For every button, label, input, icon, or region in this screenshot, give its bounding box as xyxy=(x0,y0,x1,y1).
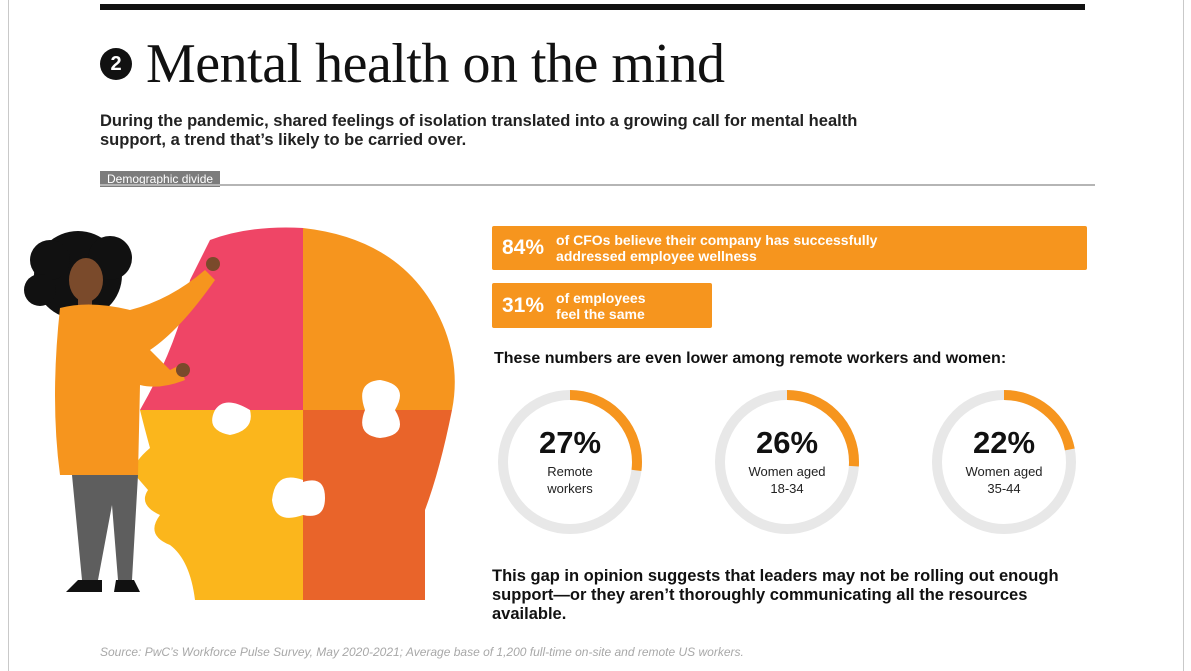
source-note: Source: PwC’s Workforce Pulse Survey, Ma… xyxy=(100,645,744,659)
puzzle-piece-orange xyxy=(303,228,455,410)
puzzle-piece-dark-orange xyxy=(303,410,452,600)
ring-value: 22% xyxy=(972,425,1036,460)
frame-border-left xyxy=(8,0,9,671)
stat-description-line: addressed employee wellness xyxy=(556,248,757,264)
subtitle: During the pandemic, shared feelings of … xyxy=(100,112,858,149)
conclusion-text: This gap in opinion suggests that leader… xyxy=(492,567,1059,623)
ring-label-line: Remote xyxy=(547,464,593,479)
title-row: 2 Mental health on the mind xyxy=(100,32,725,96)
stat-description: of CFOs believe their company has succes… xyxy=(556,232,877,264)
ring-fill xyxy=(932,390,1076,534)
stat-description-line: of employees xyxy=(556,289,646,306)
puzzle-piece-yellow xyxy=(134,410,303,600)
stat-description: of employees feel the same xyxy=(556,290,645,322)
ring-value: 26% xyxy=(755,425,819,460)
stat-box-cfos: 84% of CFOs believe their company has su… xyxy=(492,226,1087,270)
ring-fill xyxy=(715,390,859,534)
ring-label-line: workers xyxy=(547,481,593,496)
ring-label-line: 18-34 xyxy=(770,481,804,496)
ring-gauge xyxy=(715,390,859,534)
stat-box-employees: 31% of employees feel the same xyxy=(492,283,712,328)
ring-women-35-44: 22% Women aged 35-44 xyxy=(929,387,1079,537)
rings-heading: These numbers are even lower among remot… xyxy=(494,350,1007,367)
ring-label-line: Women aged xyxy=(965,464,1043,479)
ring-label: Women aged 35-44 xyxy=(929,463,1079,497)
top-rule xyxy=(100,4,1085,10)
section-label: Demographic divide xyxy=(100,171,221,187)
section-rule xyxy=(100,184,1095,186)
page-title: Mental health on the mind xyxy=(146,33,725,95)
ring-women-18-34: 26% Women aged 18-34 xyxy=(712,387,862,537)
stat-description-line: of CFOs believe their company has succes… xyxy=(556,232,878,248)
puzzle-head-illustration xyxy=(24,227,455,600)
stat-value: 31% xyxy=(502,293,545,317)
ring-label: Women aged 18-34 xyxy=(712,463,862,497)
ring-gauge xyxy=(498,390,642,534)
ring-label-line: Women aged xyxy=(748,464,826,479)
ring-label-line: 35-44 xyxy=(987,481,1021,496)
stat-description-line: feel the same xyxy=(556,305,645,322)
frame-border-right xyxy=(1183,0,1184,671)
ring-gauge xyxy=(932,390,1076,534)
ring-label: Remote workers xyxy=(495,463,645,497)
section-number-badge: 2 xyxy=(100,48,132,80)
ring-remote-workers: 27% Remote workers xyxy=(495,387,645,537)
woman-figure xyxy=(24,231,220,592)
stat-value: 84% xyxy=(502,236,545,259)
ring-value: 27% xyxy=(538,425,602,460)
ring-fill xyxy=(498,390,642,534)
